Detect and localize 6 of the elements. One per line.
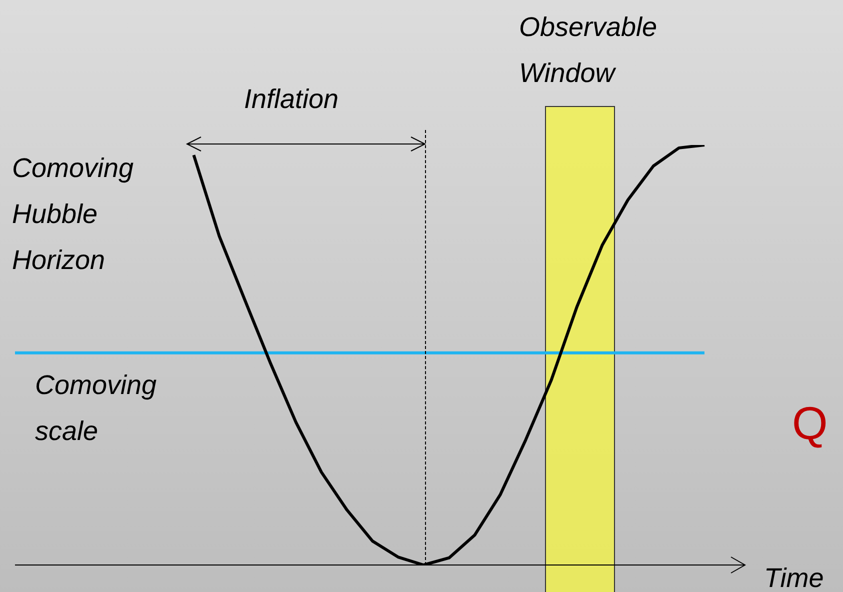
series-label: Comoving scale (35, 369, 158, 448)
text: Inflation (244, 83, 339, 116)
x-axis-title: Time (764, 562, 824, 592)
text: Q (792, 397, 828, 449)
text: Observable Window (519, 11, 658, 90)
text: Comoving Hubble Horizon (12, 152, 135, 277)
